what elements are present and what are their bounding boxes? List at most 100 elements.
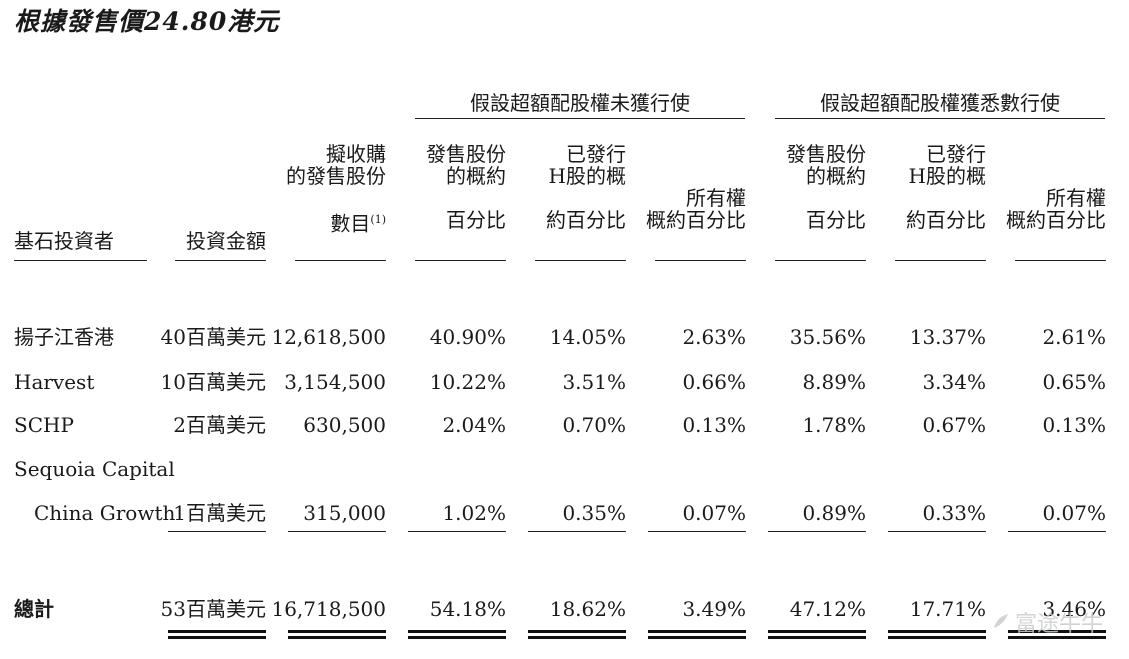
total-double-rule bbox=[888, 630, 986, 639]
col-header-line: 概約百分比 bbox=[646, 208, 746, 232]
pct-cell: 0.66% bbox=[682, 370, 746, 394]
total-double-rule bbox=[288, 630, 386, 639]
pct-cell: 1.02% bbox=[442, 501, 506, 525]
col-header-line: H股的概 bbox=[908, 164, 986, 188]
pct-cell: 1.78% bbox=[802, 413, 866, 437]
header-rule bbox=[775, 260, 866, 261]
pct-cell: 10.22% bbox=[429, 370, 506, 394]
pct-cell: 2.61% bbox=[1042, 325, 1106, 349]
shares-count: 630,500 bbox=[303, 413, 386, 437]
total-pct: 47.12% bbox=[789, 597, 866, 621]
pct-cell: 0.89% bbox=[802, 501, 866, 525]
subtotal-rule bbox=[168, 531, 266, 532]
subtotal-rule bbox=[768, 531, 866, 532]
col-header-line: 百分比 bbox=[446, 208, 506, 232]
watermark-text: 富途牛牛 bbox=[1014, 612, 1103, 637]
total-pct: 3.49% bbox=[682, 597, 746, 621]
group-header-fully-exercised: 假設超額配股權獲悉數行使 bbox=[775, 88, 1105, 119]
pct-cell: 40.90% bbox=[429, 325, 506, 349]
header-rule bbox=[895, 260, 986, 261]
pct-cell: 14.05% bbox=[549, 325, 626, 349]
investor-name: Sequoia Capital bbox=[14, 457, 175, 481]
col-header-line: 約百分比 bbox=[546, 208, 626, 232]
col-header-line: 發售股份 bbox=[426, 142, 506, 166]
pct-cell: 35.56% bbox=[789, 325, 866, 349]
investment-amount: 2百萬美元 bbox=[173, 413, 266, 437]
total-double-rule bbox=[768, 630, 866, 639]
col-header-line: 約百分比 bbox=[906, 208, 986, 232]
pct-cell: 3.34% bbox=[922, 370, 986, 394]
header-rule bbox=[535, 260, 626, 261]
subtotal-rule bbox=[1008, 531, 1106, 532]
total-double-rule bbox=[648, 630, 746, 639]
col-header-ne-h-pct: 已發行 H股的概 約百分比 bbox=[520, 143, 626, 253]
pct-cell: 13.37% bbox=[909, 325, 986, 349]
subtotal-rule bbox=[648, 531, 746, 532]
col-header-fe-owner-pct: 所有權 概約百分比 bbox=[1000, 187, 1106, 253]
total-double-rule bbox=[1008, 630, 1106, 639]
page-title: 根據發售價24.80港元 bbox=[14, 7, 280, 36]
col-header-line: 已發行 bbox=[566, 142, 626, 166]
subtotal-rule bbox=[528, 531, 626, 532]
pct-cell: 3.51% bbox=[562, 370, 626, 394]
col-header-line: 百分比 bbox=[806, 208, 866, 232]
investor-name: SCHP bbox=[14, 413, 74, 437]
investor-name: 揚子江香港 bbox=[14, 325, 114, 349]
col-header-line: 發售股份 bbox=[786, 142, 866, 166]
total-double-rule bbox=[168, 630, 266, 639]
total-pct: 54.18% bbox=[429, 597, 506, 621]
col-header-line: 所有權 bbox=[1046, 186, 1106, 210]
subtotal-rule bbox=[288, 531, 386, 532]
total-double-rule bbox=[528, 630, 626, 639]
col-header-line: 已發行 bbox=[926, 142, 986, 166]
col-header-amount: 投資金額 bbox=[186, 229, 266, 253]
pct-cell: 0.67% bbox=[922, 413, 986, 437]
pct-cell: 0.70% bbox=[562, 413, 626, 437]
subtotal-rule bbox=[888, 531, 986, 532]
futu-logo-icon bbox=[991, 611, 1011, 637]
total-pct: 18.62% bbox=[549, 597, 626, 621]
total-shares: 16,718,500 bbox=[271, 597, 386, 621]
footnote-ref: (1) bbox=[370, 213, 386, 226]
col-header-fe-h-pct: 已發行 H股的概 約百分比 bbox=[880, 143, 986, 253]
investment-amount: 10百萬美元 bbox=[160, 370, 266, 394]
investment-amount: 1百萬美元 bbox=[173, 501, 266, 525]
header-rule bbox=[175, 260, 266, 261]
total-label: 總計 bbox=[14, 597, 54, 621]
shares-count: 3,154,500 bbox=[284, 370, 386, 394]
pct-cell: 8.89% bbox=[802, 370, 866, 394]
total-double-rule bbox=[408, 630, 506, 639]
pct-cell: 0.07% bbox=[1042, 501, 1106, 525]
watermark: 富途牛牛 bbox=[991, 606, 1103, 638]
total-pct: 3.46% bbox=[1042, 597, 1106, 621]
pct-cell: 0.13% bbox=[682, 413, 746, 437]
investor-name: Harvest bbox=[14, 370, 95, 394]
col-header-line: 概約百分比 bbox=[1006, 208, 1106, 232]
header-rule bbox=[14, 260, 147, 261]
pct-cell: 2.04% bbox=[442, 413, 506, 437]
shares-count: 315,000 bbox=[303, 501, 386, 525]
col-header-line: 所有權 bbox=[686, 186, 746, 210]
investor-name-cont: China Growth bbox=[34, 501, 176, 525]
col-header-shares-line2: 的發售股份 bbox=[286, 164, 386, 188]
pct-cell: 0.65% bbox=[1042, 370, 1106, 394]
col-header-line: 的概約 bbox=[806, 164, 866, 188]
col-header-investor: 基石投資者 bbox=[14, 229, 114, 253]
shares-count: 12,618,500 bbox=[271, 325, 386, 349]
pct-cell: 0.35% bbox=[562, 501, 626, 525]
col-header-fe-offer-pct: 發售股份 的概約 百分比 bbox=[760, 143, 866, 253]
investment-amount: 40百萬美元 bbox=[160, 325, 266, 349]
total-pct: 17.71% bbox=[909, 597, 986, 621]
header-rule bbox=[1015, 260, 1106, 261]
col-header-line: 的概約 bbox=[446, 164, 506, 188]
col-header-shares-line1: 擬收購 bbox=[326, 142, 386, 166]
pct-cell: 2.63% bbox=[682, 325, 746, 349]
total-amount: 53百萬美元 bbox=[160, 597, 266, 621]
header-rule bbox=[655, 260, 746, 261]
header-rule bbox=[415, 260, 506, 261]
group-header-not-exercised: 假設超額配股權未獲行使 bbox=[415, 88, 745, 119]
col-header-ne-owner-pct: 所有權 概約百分比 bbox=[640, 187, 746, 253]
pct-cell: 0.13% bbox=[1042, 413, 1106, 437]
col-header-ne-offer-pct: 發售股份 的概約 百分比 bbox=[400, 143, 506, 253]
pct-cell: 0.33% bbox=[922, 501, 986, 525]
